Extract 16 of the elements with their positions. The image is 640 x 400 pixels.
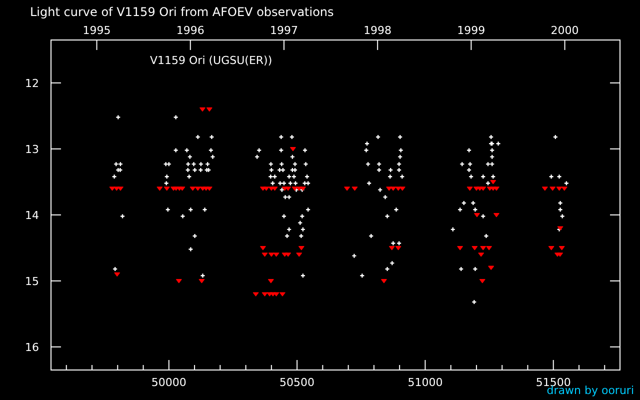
x-tick-label: 51000	[408, 376, 443, 389]
y-tick-label: 15	[25, 274, 39, 288]
y-tick-label: 13	[25, 142, 39, 156]
x2-tick-label: 1998	[364, 24, 392, 37]
y-tick-label: 14	[25, 208, 39, 222]
x2-tick-label: 2000	[550, 24, 579, 37]
x-tick-label: 50500	[280, 376, 315, 389]
x2-tick-label: 1997	[270, 24, 298, 37]
chart-title: Light curve of V1159 Ori from AFOEV observations	[30, 5, 334, 19]
annotation: V1159 Ori (UGSU(ER))	[150, 54, 272, 67]
y-tick-label: 12	[25, 76, 39, 90]
x2-tick-label: 1996	[176, 24, 204, 37]
x2-tick-label: 1999	[457, 24, 486, 37]
x-tick-label: 50000	[151, 376, 186, 389]
x2-tick-label: 1995	[82, 24, 111, 37]
y-tick-label: 16	[25, 340, 39, 354]
